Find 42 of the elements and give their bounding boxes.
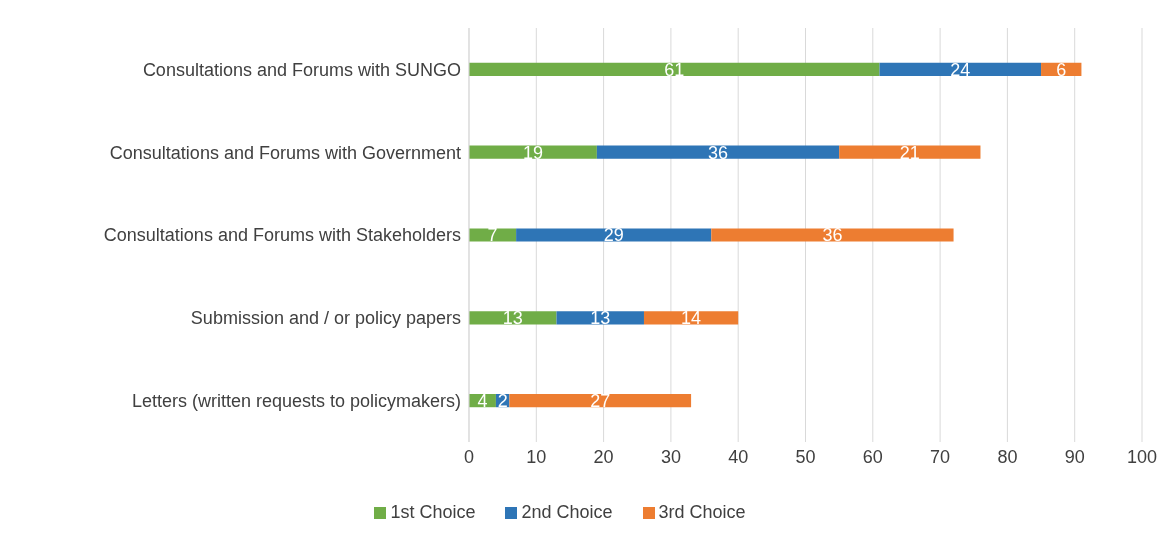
data-label: 13: [590, 308, 611, 329]
bar: [879, 62, 1042, 77]
legend-label: 2nd Choice: [521, 502, 613, 522]
data-label: 19: [522, 142, 543, 163]
bar: [839, 145, 981, 159]
y-tick-label: Consultations and Forums with Stakeholders: [103, 225, 461, 246]
x-tick-label: 10: [526, 446, 547, 467]
data-label: 7: [487, 225, 498, 246]
data-label: 4: [477, 390, 488, 411]
data-label: 2: [497, 390, 508, 411]
x-tick-label: 60: [862, 446, 883, 467]
bar: [469, 228, 517, 242]
x-tick-label: 70: [930, 446, 951, 467]
bar: [516, 228, 712, 242]
data-label: 61: [664, 59, 685, 80]
x-tick-label: 40: [728, 446, 749, 467]
bar: [469, 62, 880, 77]
legend-label: 3rd Choice: [658, 502, 746, 522]
data-label: 13: [502, 308, 523, 329]
y-tick-label: Letters (written requests to policymakers): [131, 390, 461, 411]
x-tick-label: 90: [1064, 446, 1085, 467]
bar: [711, 228, 954, 242]
y-tick-label: Submission and / or policy papers: [190, 308, 461, 329]
x-tick-label: 0: [463, 446, 475, 467]
y-tick-label: Consultations and Forums with Government: [109, 142, 461, 163]
legend-label: 1st Choice: [390, 502, 476, 522]
data-label: 29: [603, 225, 624, 246]
bar: [509, 393, 692, 408]
x-tick-label: 100: [1126, 446, 1158, 467]
data-label: 6: [1056, 59, 1067, 80]
x-tick-label: 80: [997, 446, 1018, 467]
bar: [596, 145, 840, 159]
data-label: 27: [590, 390, 611, 411]
data-label: 21: [899, 142, 920, 163]
x-tick-label: 50: [795, 446, 816, 467]
data-label: 14: [681, 308, 702, 329]
y-tick-label: Consultations and Forums with SUNGO: [142, 59, 461, 80]
x-tick-label: 20: [593, 446, 614, 467]
data-label: 24: [950, 59, 971, 80]
data-label: 36: [822, 225, 843, 246]
data-label: 36: [707, 142, 729, 163]
x-tick-label: 30: [660, 446, 681, 467]
